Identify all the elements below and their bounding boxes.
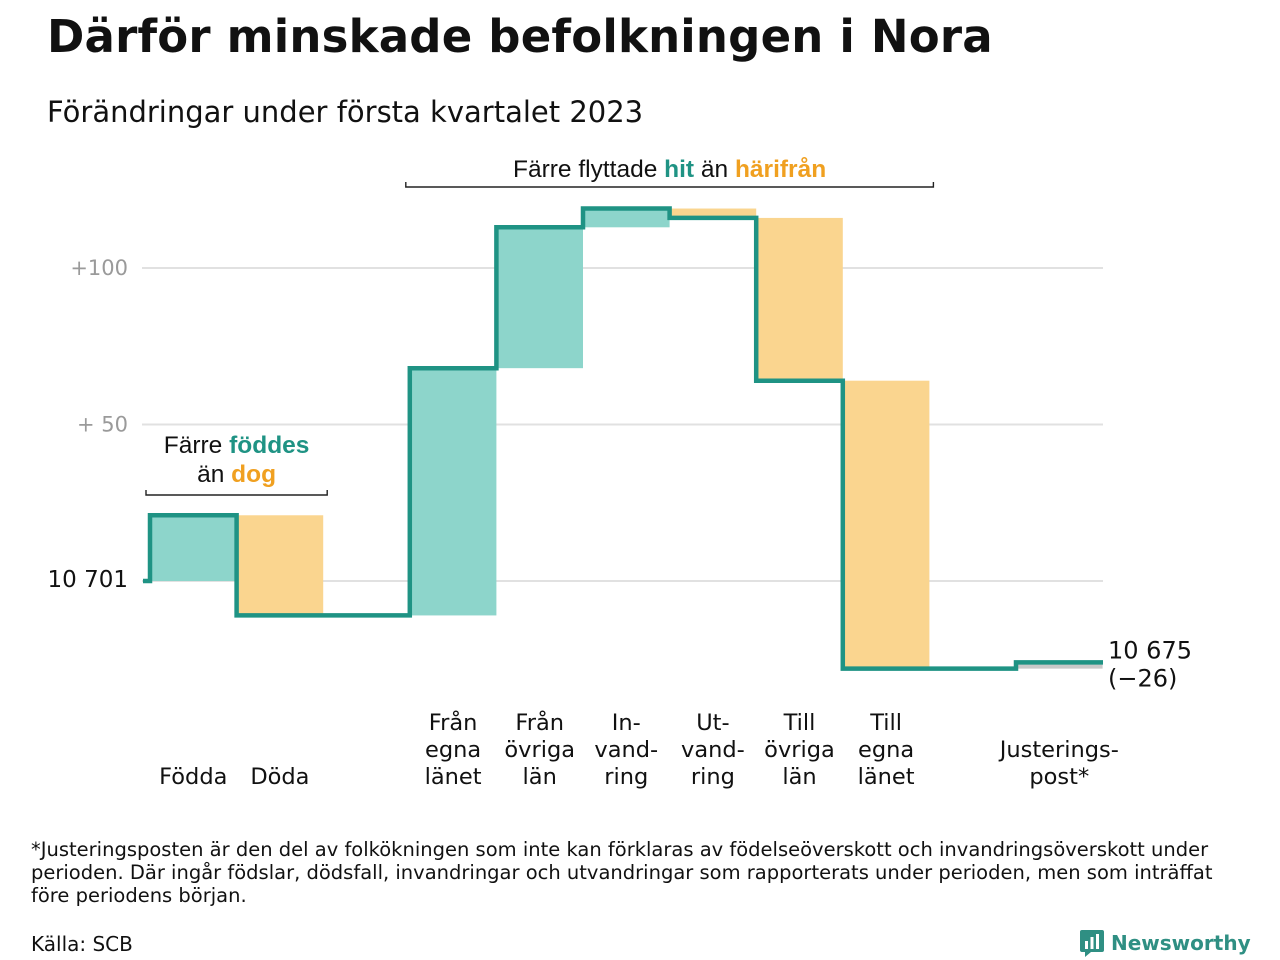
category-label: Från bbox=[429, 708, 478, 736]
category-label: länet bbox=[425, 764, 482, 790]
category-label: övriga bbox=[504, 737, 575, 763]
category-label: egna bbox=[425, 737, 481, 763]
births-annotation-line2: än dog bbox=[197, 461, 276, 488]
brand-logo[interactable]: Newsworthy bbox=[1079, 928, 1251, 958]
source-note: Källa: SCB bbox=[31, 932, 133, 956]
brand-name: Newsworthy bbox=[1111, 931, 1251, 955]
bar-ut--vand--ring bbox=[669, 208, 757, 218]
bar-födda bbox=[150, 515, 237, 581]
bar-från-egna-länet bbox=[409, 368, 497, 616]
category-label: Till bbox=[869, 710, 902, 736]
category-label: vand- bbox=[681, 737, 745, 763]
category-label: In- bbox=[612, 710, 641, 736]
newsworthy-logo-icon bbox=[1080, 930, 1104, 957]
category-label: Ut- bbox=[696, 710, 729, 736]
bar-in--vand--ring bbox=[583, 208, 670, 228]
category-label: Justerings- bbox=[998, 737, 1119, 763]
category-label: ring bbox=[604, 764, 648, 790]
births-bracket bbox=[145, 490, 328, 496]
migration-bracket bbox=[405, 182, 935, 188]
page-subtitle: Förändringar under första kvartalet 2023 bbox=[47, 95, 644, 129]
category-label: Till bbox=[783, 710, 816, 736]
end-value-label: 10 675 bbox=[1108, 636, 1192, 664]
footnote: *Justeringsposten är den del av folkökni… bbox=[31, 838, 1213, 907]
category-label: övriga bbox=[764, 737, 835, 763]
category-labels: Födda DödaFrånegnalänetFrånövrigalänIn-va… bbox=[159, 708, 1119, 790]
category-label: egna bbox=[858, 737, 914, 763]
bar-från-övriga-län bbox=[496, 227, 583, 369]
migration-annotation: Färre flyttade hit än härifrån bbox=[513, 156, 826, 183]
bar-till-egna-länet bbox=[842, 380, 930, 669]
category-label: post* bbox=[1029, 764, 1089, 790]
step-line bbox=[143, 206, 1103, 671]
category-label: län bbox=[523, 764, 557, 790]
y-tick-labels: +100 + 50 10 701 10 675(−26) bbox=[48, 256, 1192, 692]
start-value-label: 10 701 bbox=[48, 567, 128, 593]
bars bbox=[150, 208, 1103, 669]
category-label: Döda bbox=[250, 764, 309, 790]
bar-döda bbox=[236, 515, 324, 616]
y-tick-label: + 50 bbox=[77, 413, 128, 437]
category-label: Från bbox=[515, 708, 564, 736]
category-label: Födda bbox=[159, 764, 227, 790]
category-label: ring bbox=[691, 764, 735, 790]
category-label: vand- bbox=[594, 737, 658, 763]
bar-till-övriga-län bbox=[756, 217, 843, 381]
end-value-label: (−26) bbox=[1108, 664, 1177, 692]
births-annotation-line1: Färre föddes bbox=[164, 432, 310, 459]
y-tick-label: +100 bbox=[70, 256, 128, 280]
page-title: Därför minskade befolkningen i Nora bbox=[47, 10, 993, 63]
category-label: länet bbox=[858, 764, 915, 790]
cumulative-step-line bbox=[143, 206, 1103, 671]
category-label: län bbox=[782, 764, 816, 790]
bar-justerings--post* bbox=[1016, 662, 1103, 669]
